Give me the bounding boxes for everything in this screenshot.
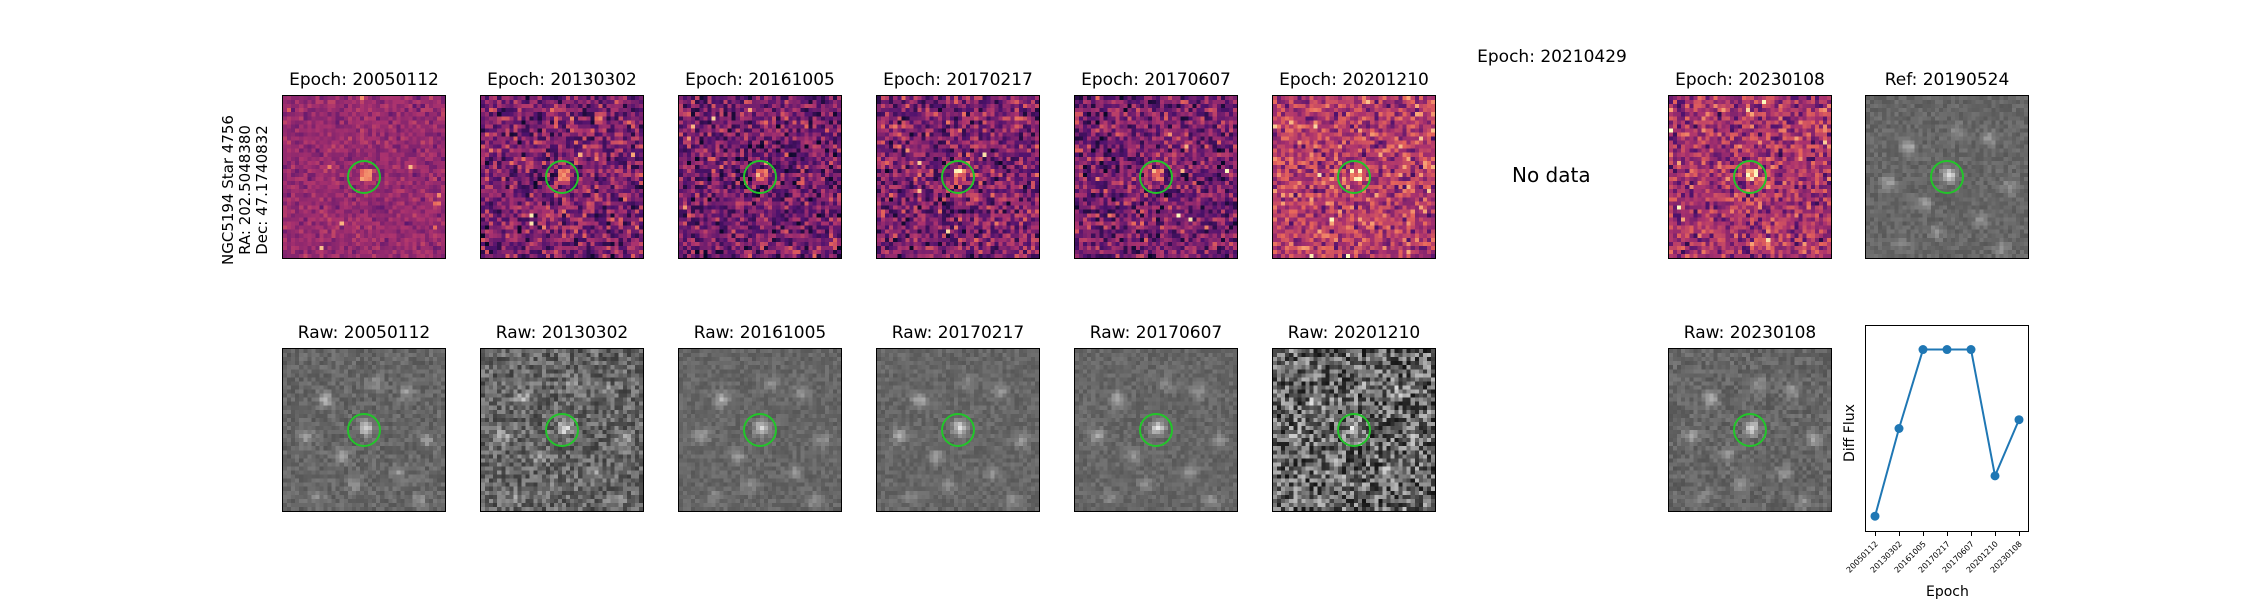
no-data-message: No data — [1512, 163, 1591, 187]
difference-image — [480, 95, 644, 259]
x-tick-mark — [1995, 532, 1996, 536]
raw-panel-title: Raw: 20170607 — [1089, 323, 1223, 343]
raw-panel-title: Raw: 20130302 — [495, 323, 629, 343]
x-tick-mark — [2019, 532, 2020, 536]
panel-title: Epoch: 20161005 — [685, 70, 835, 90]
panel-title: Epoch: 20130302 — [487, 70, 637, 90]
difference-image — [1074, 95, 1238, 259]
image-canvas — [481, 96, 643, 258]
raw-panel-title: Raw: 20050112 — [297, 323, 431, 343]
x-tick-mark — [1875, 532, 1876, 536]
x-tick-mark — [1971, 532, 1972, 536]
difference-image — [876, 95, 1040, 259]
raw-image — [282, 348, 446, 512]
raw-image — [1272, 348, 1436, 512]
star-dec: Dec: 47.1740832 — [253, 125, 271, 255]
image-canvas — [679, 349, 841, 511]
panel-title: Ref: 20190524 — [1884, 70, 2010, 90]
y-axis-label: Diff Flux — [1842, 404, 1858, 462]
data-point — [1942, 345, 1952, 355]
raw-image — [1668, 348, 1832, 512]
image-canvas — [1669, 349, 1831, 511]
image-canvas — [283, 349, 445, 511]
x-tick-mark — [1947, 532, 1948, 536]
plot-frame — [1865, 325, 2029, 532]
data-point — [1894, 424, 1904, 433]
star-ra: RA: 202.5048380 — [236, 125, 254, 255]
panel-title: Epoch: 20230108 — [1675, 70, 1825, 90]
image-canvas — [1075, 349, 1237, 511]
difference-image — [678, 95, 842, 259]
panel-title: Epoch: 20170217 — [883, 70, 1033, 90]
difference-image — [1272, 95, 1436, 259]
difference-image — [282, 95, 446, 259]
image-canvas — [1273, 349, 1435, 511]
data-point — [1966, 345, 1976, 355]
image-canvas — [1866, 96, 2028, 258]
x-tick-mark — [1923, 532, 1924, 536]
data-point — [1990, 471, 2000, 481]
raw-image — [678, 348, 842, 512]
raw-image — [480, 348, 644, 512]
data-point — [1918, 345, 1928, 355]
panel-title: Epoch: 20201210 — [1279, 70, 1429, 90]
panel-title: Epoch: 20170607 — [1081, 70, 1231, 90]
image-canvas — [1669, 96, 1831, 258]
raw-image — [876, 348, 1040, 512]
star-name: NGC5194 Star 4756 — [219, 115, 237, 265]
image-canvas — [877, 96, 1039, 258]
light-curve-chart — [1865, 325, 2029, 532]
reference-image — [1865, 95, 2029, 259]
x-tick-mark — [1899, 532, 1900, 536]
raw-panel-title: Raw: 20230108 — [1683, 323, 1817, 343]
raw-image — [1074, 348, 1238, 512]
panel-title: Epoch: 20050112 — [289, 70, 439, 90]
image-canvas — [1273, 96, 1435, 258]
image-canvas — [1075, 96, 1237, 258]
difference-image — [1668, 95, 1832, 259]
raw-panel-title: Raw: 20161005 — [693, 323, 827, 343]
image-canvas — [877, 349, 1039, 511]
image-canvas — [481, 349, 643, 511]
data-point — [1870, 511, 1880, 521]
image-canvas — [679, 96, 841, 258]
light-curve-svg — [1865, 325, 2029, 532]
raw-panel-title: Raw: 20170217 — [891, 323, 1025, 343]
panel-title: Epoch: 20210429 — [1477, 47, 1627, 67]
image-canvas — [283, 96, 445, 258]
star-info-label: NGC5194 Star 4756 RA: 202.5048380 Dec: 4… — [219, 110, 280, 270]
raw-panel-title: Raw: 20201210 — [1287, 323, 1421, 343]
data-point — [2014, 415, 2024, 425]
diff-flux-line — [1874, 348, 2020, 517]
x-axis-label: Epoch — [1926, 584, 1969, 600]
